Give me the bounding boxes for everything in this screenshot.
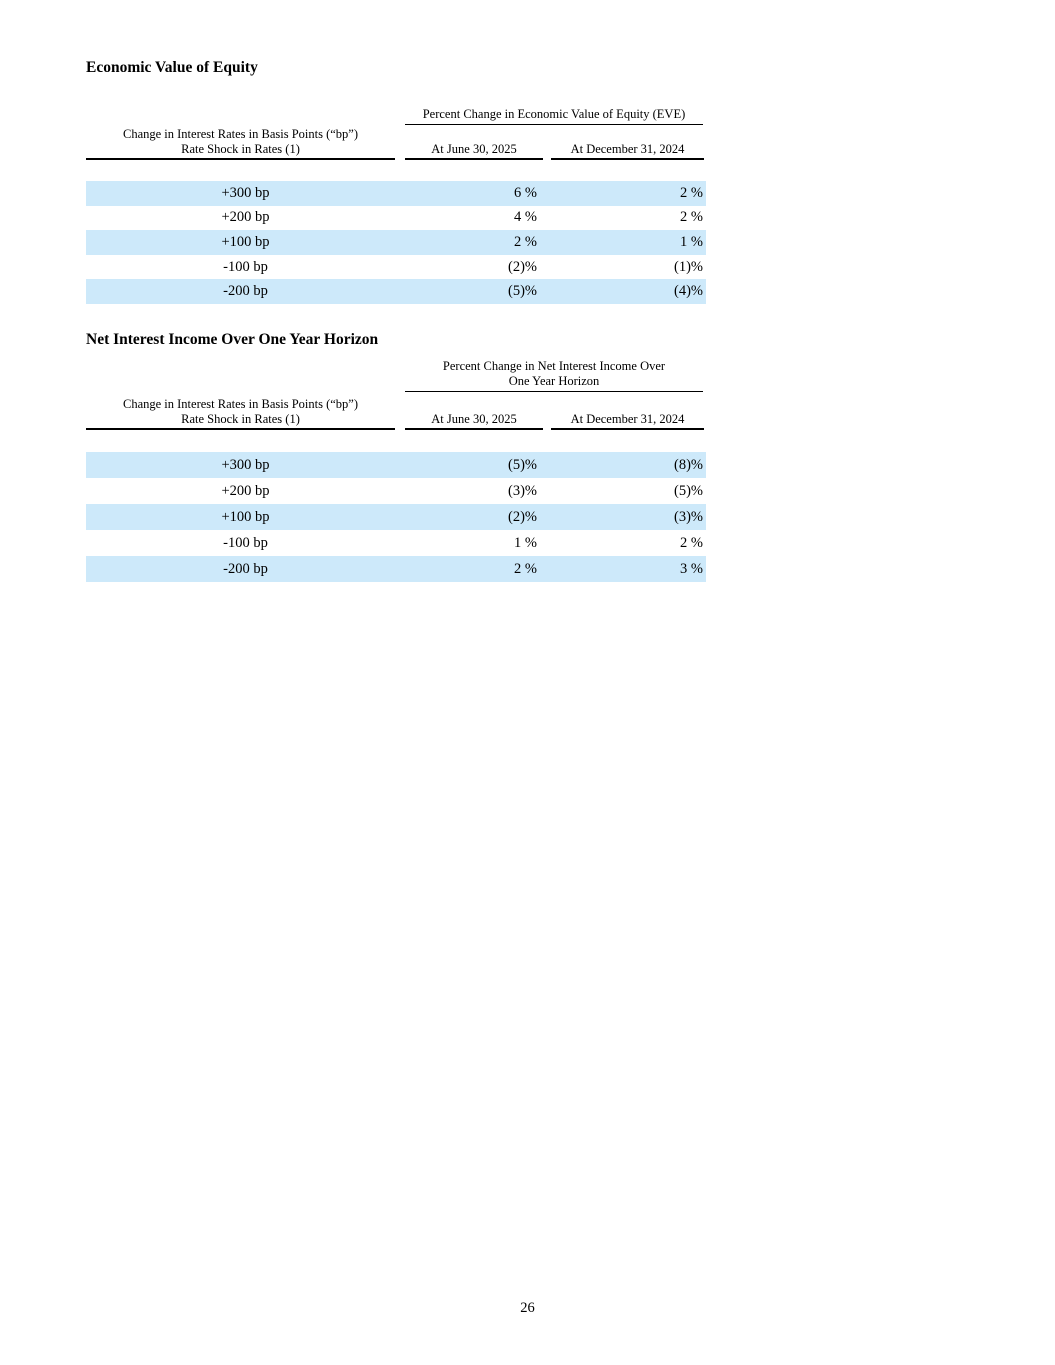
column-header-december-2024: At December 31, 2024 <box>551 412 704 430</box>
table-row: -100 bp 1 % 2 % <box>86 530 706 556</box>
value-june-2025: (5)% <box>508 456 537 473</box>
row-header-line-1: Change in Interest Rates in Basis Points… <box>122 397 359 411</box>
row-header-cell: Change in Interest Rates in Basis Points… <box>86 397 395 430</box>
rate-shock-label: +100 bp <box>221 233 270 250</box>
value-june-2025: 2 % <box>514 560 537 577</box>
section-economic-value-of-equity: Economic Value of Equity Percent Change … <box>86 59 706 304</box>
value-june-2025: 4 % <box>514 209 537 226</box>
value-june-2025: (2)% <box>508 508 537 525</box>
value-december-2024: 2 % <box>680 534 703 551</box>
table-row: +300 bp 6 % 2 % <box>86 181 706 206</box>
span-header-line-1: Percent Change in Economic Value of Equi… <box>422 107 686 121</box>
value-december-2024: (8)% <box>674 456 703 473</box>
table-row: -200 bp 2 % 3 % <box>86 556 706 582</box>
column-header-december-2024: At December 31, 2024 <box>551 142 704 160</box>
rate-shock-label: -100 bp <box>223 534 268 551</box>
value-december-2024: 1 % <box>680 233 703 250</box>
value-december-2024: (4)% <box>674 283 703 300</box>
table-column-headers: Change in Interest Rates in Basis Points… <box>86 397 706 430</box>
value-june-2025: (2)% <box>508 258 537 275</box>
table-row: +200 bp 4 % 2 % <box>86 206 706 231</box>
page-number: 26 <box>520 1300 535 1316</box>
table-row: +100 bp 2 % 1 % <box>86 230 706 255</box>
span-header-line-2: One Year Horizon <box>508 374 600 388</box>
value-june-2025: (5)% <box>508 283 537 300</box>
value-june-2025: 6 % <box>514 184 537 201</box>
row-header-line-2: Rate Shock in Rates (1) <box>181 412 300 426</box>
rate-shock-label: -200 bp <box>223 283 268 300</box>
value-december-2024: (5)% <box>674 482 703 499</box>
rate-shock-label: +200 bp <box>221 209 270 226</box>
table-row: -200 bp (5)% (4)% <box>86 279 706 304</box>
section-net-interest-income: Net Interest Income Over One Year Horizo… <box>86 331 706 582</box>
value-december-2024: 2 % <box>680 209 703 226</box>
rate-shock-label: +200 bp <box>221 482 270 499</box>
table-span-header: Percent Change in Net Interest Income Ov… <box>405 359 703 392</box>
table-row: +200 bp (3)% (5)% <box>86 478 706 504</box>
span-header-line-1: Percent Change in Net Interest Income Ov… <box>442 359 666 373</box>
column-header-june-2025: At June 30, 2025 <box>405 412 543 430</box>
column-header-june-2025: At June 30, 2025 <box>405 142 543 160</box>
row-header-line-1: Change in Interest Rates in Basis Points… <box>122 127 359 141</box>
table-row: +300 bp (5)% (8)% <box>86 452 706 478</box>
row-header-cell: Change in Interest Rates in Basis Points… <box>86 127 395 160</box>
table-row: +100 bp (2)% (3)% <box>86 504 706 530</box>
table-span-header: Percent Change in Economic Value of Equi… <box>405 107 703 125</box>
row-header-line-2: Rate Shock in Rates (1) <box>181 142 300 156</box>
value-june-2025: 2 % <box>514 233 537 250</box>
table-body: +300 bp (5)% (8)% +200 bp (3)% (5)% +100… <box>86 452 706 582</box>
rate-shock-label: +100 bp <box>221 508 270 525</box>
table-body: +300 bp 6 % 2 % +200 bp 4 % 2 % +100 bp … <box>86 181 706 304</box>
section-title: Net Interest Income Over One Year Horizo… <box>86 331 379 348</box>
value-june-2025: (3)% <box>508 482 537 499</box>
value-december-2024: (1)% <box>674 258 703 275</box>
value-june-2025: 1 % <box>514 534 537 551</box>
table-row: -100 bp (2)% (1)% <box>86 255 706 280</box>
rate-shock-label: +300 bp <box>221 184 270 201</box>
rate-shock-label: -200 bp <box>223 560 268 577</box>
value-december-2024: 3 % <box>680 560 703 577</box>
value-december-2024: (3)% <box>674 508 703 525</box>
rate-shock-label: -100 bp <box>223 258 268 275</box>
value-december-2024: 2 % <box>680 184 703 201</box>
table-column-headers: Change in Interest Rates in Basis Points… <box>86 127 706 160</box>
section-title: Economic Value of Equity <box>86 59 258 76</box>
rate-shock-label: +300 bp <box>221 456 270 473</box>
